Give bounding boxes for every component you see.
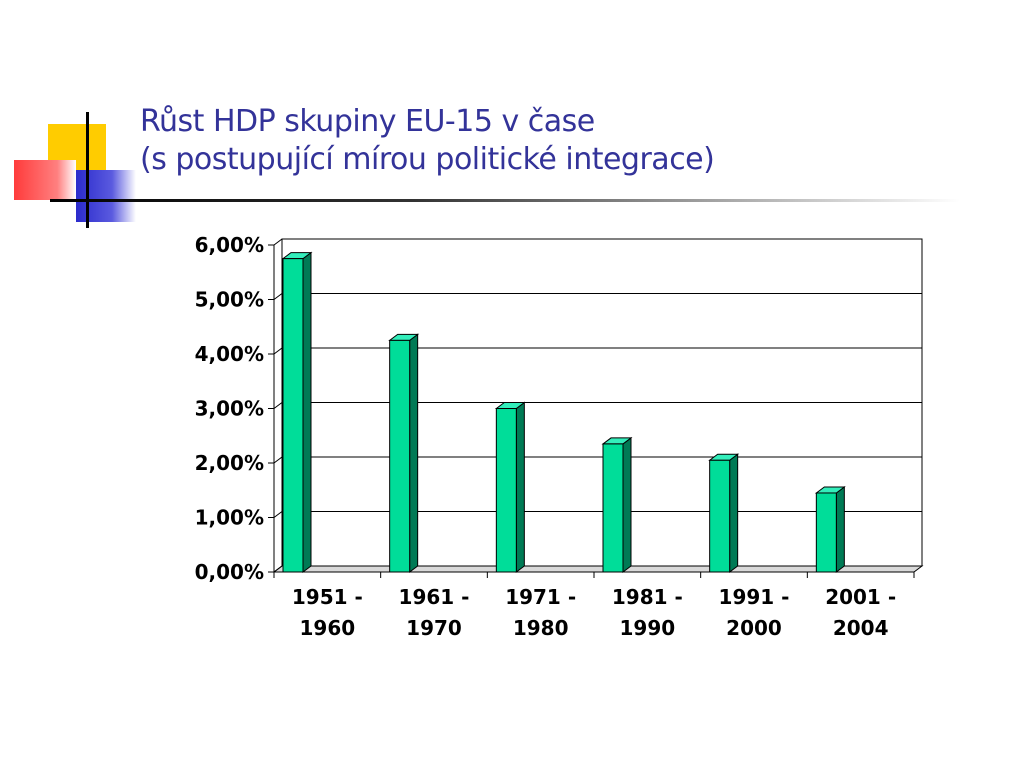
- gridline-depth: [273, 238, 283, 246]
- bar-front: [815, 492, 837, 573]
- title-line-2: (s postupující mírou politické integrace…: [140, 142, 715, 177]
- x-tick-label: 1971 -: [505, 585, 576, 609]
- slide-title: Růst HDP skupiny EU-15 v čase (s postupu…: [140, 103, 715, 179]
- bar: [708, 453, 740, 573]
- bar-front: [389, 339, 411, 573]
- gridline-depth: [273, 456, 283, 464]
- bar-side: [622, 436, 632, 573]
- bar-front: [602, 443, 624, 573]
- gridline-depth: [273, 293, 283, 300]
- x-tick-label: 1991 -: [719, 585, 790, 609]
- bar-side: [409, 333, 419, 573]
- bar-front: [495, 408, 517, 573]
- y-tick-label: 2,00%: [195, 451, 264, 475]
- y-tick-label: 1,00%: [195, 506, 264, 530]
- bar: [388, 333, 420, 573]
- gridline-depth: [273, 402, 283, 409]
- y-tick-label: 4,00%: [195, 342, 264, 366]
- x-tick-label: 1990: [619, 616, 675, 640]
- y-tick-label: 0,00%: [195, 560, 264, 584]
- bar-side: [729, 453, 739, 573]
- bar: [601, 436, 633, 573]
- gridline-depth: [273, 565, 283, 573]
- gridline-depth: [273, 347, 283, 355]
- x-tick-label: 1970: [406, 616, 462, 640]
- x-tick-label: 1951 -: [292, 585, 363, 609]
- bar-side: [515, 401, 525, 573]
- x-tick-label: 1981 -: [612, 585, 683, 609]
- bar-front: [282, 258, 304, 573]
- x-tick-label: 2004: [833, 616, 889, 640]
- title-line-1: Růst HDP skupiny EU-15 v čase: [140, 104, 595, 139]
- x-tick-label: 2000: [726, 616, 782, 640]
- x-tick-label: 1960: [299, 616, 355, 640]
- y-tick-label: 6,00%: [195, 233, 264, 257]
- bar-side: [835, 485, 845, 573]
- bar-side: [302, 251, 312, 573]
- decor-horizontal-line: [50, 199, 960, 202]
- x-tick-label: 1980: [513, 616, 569, 640]
- y-tick-label: 3,00%: [195, 397, 264, 421]
- bar: [281, 251, 313, 573]
- decor-vertical-line: [86, 112, 89, 228]
- x-tick-label: 1961 -: [399, 585, 470, 609]
- decor-red-square: [14, 160, 76, 200]
- x-tick-label: 2001 -: [825, 585, 896, 609]
- bar-front: [709, 459, 731, 573]
- gridline-depth: [273, 511, 283, 518]
- y-tick-label: 5,00%: [195, 288, 264, 312]
- bar: [814, 485, 846, 573]
- bar: [494, 401, 526, 573]
